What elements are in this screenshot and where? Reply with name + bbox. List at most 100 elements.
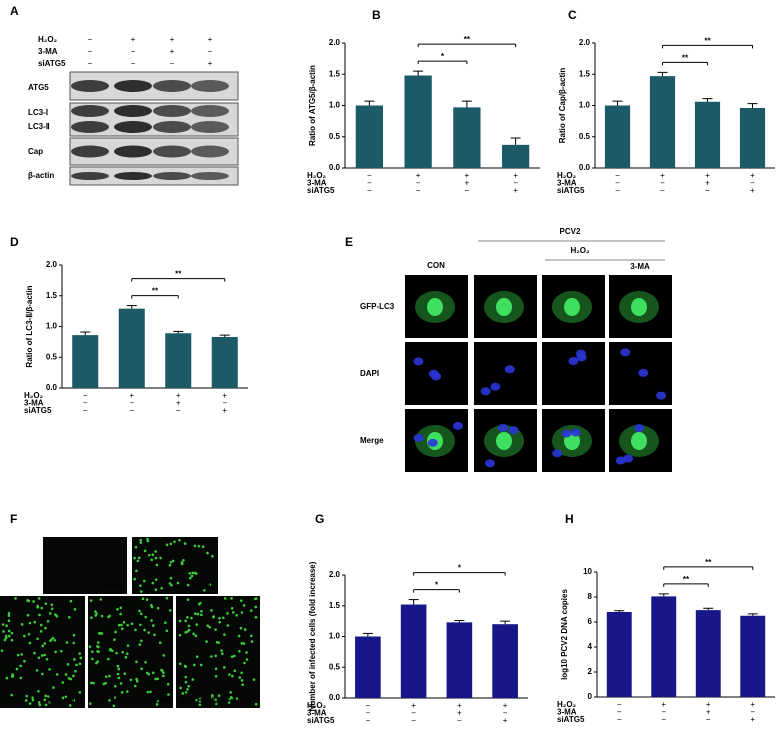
infected-cell (233, 669, 237, 673)
image-caption: PCV2 (194, 582, 215, 591)
infected-cell (96, 645, 99, 648)
infected-cell (51, 636, 55, 640)
infected-cell (122, 620, 126, 624)
infected-cell (146, 539, 150, 543)
infected-cell (32, 600, 35, 603)
y-tick-label: 1.5 (46, 291, 58, 300)
bar (606, 612, 632, 697)
infected-cell (119, 682, 123, 685)
infected-cell (114, 684, 117, 688)
infected-cell (44, 602, 48, 605)
infected-cell (165, 596, 169, 600)
infected-cell (75, 663, 78, 667)
blot-band (191, 145, 229, 158)
treatment-name: siATG5 (557, 715, 585, 724)
y-tick-label: 6 (588, 617, 593, 626)
infected-cell (250, 640, 254, 643)
treatment-sign: − (750, 708, 755, 717)
infected-cell (168, 563, 172, 567)
infected-cell (123, 672, 127, 675)
treatment-sign: − (88, 35, 93, 44)
infected-cell (186, 616, 189, 619)
infected-cell (229, 691, 232, 694)
infected-cell (179, 686, 182, 690)
y-tick-label: 2 (588, 667, 593, 676)
bar (72, 335, 99, 388)
infected-cell (155, 563, 159, 567)
infected-cell (91, 650, 94, 653)
infected-cell (133, 684, 137, 688)
infected-cell (194, 634, 198, 638)
treatment-sign: − (129, 399, 134, 408)
infected-cell (215, 640, 219, 644)
micro-image (474, 342, 537, 405)
infected-cell (24, 699, 28, 702)
infected-cell (113, 696, 117, 699)
nucleus (568, 357, 579, 366)
band-label: Cap (28, 147, 43, 156)
treatment-sign: + (465, 179, 470, 188)
infected-cell (237, 634, 241, 638)
treatment-sign: + (503, 716, 508, 725)
infected-cell (173, 540, 176, 544)
panel-label: B (372, 8, 381, 22)
y-tick-label: 2.0 (46, 260, 58, 269)
infected-cell (153, 633, 156, 637)
infected-cell (36, 606, 40, 609)
nucleus (504, 365, 515, 374)
treatment-name: H₂O₂ (307, 171, 327, 180)
infected-cell (171, 559, 175, 563)
infected-cell (150, 619, 153, 622)
infected-cell (158, 641, 162, 645)
infected-cell (113, 638, 116, 642)
nucleus (452, 421, 463, 430)
infected-cell (169, 576, 173, 580)
infection-image (43, 537, 127, 594)
infected-cell (191, 571, 195, 575)
significance: ** (152, 287, 159, 296)
treatment-sign: − (411, 709, 416, 718)
band-label: LC3-Ⅰ (28, 108, 48, 117)
infected-cell (143, 628, 146, 632)
infected-cell (156, 606, 160, 610)
treatment-sign: + (513, 171, 518, 180)
treatment-sign: + (750, 171, 755, 180)
bar (492, 624, 518, 698)
infected-cell (94, 610, 97, 613)
bar (740, 615, 766, 697)
cell-nucleus (496, 298, 512, 316)
nucleus (656, 391, 667, 400)
treatment-sign: − (750, 179, 755, 188)
y-tick-label: 0.5 (329, 132, 341, 141)
error-bar (612, 100, 623, 106)
infected-cell (23, 634, 26, 638)
infected-cell (120, 691, 124, 694)
band-label: ATG5 (28, 83, 49, 92)
infected-cell (211, 694, 214, 697)
nucleus (552, 449, 563, 458)
infected-cell (140, 667, 143, 671)
error-bar (461, 100, 472, 108)
error-bar (408, 599, 419, 605)
treatment-sign: − (367, 179, 372, 188)
treatment-name: 3-MA (557, 179, 577, 188)
infected-cell (61, 681, 65, 684)
infected-cell (145, 598, 149, 601)
bar (604, 105, 631, 168)
nucleus (570, 428, 581, 437)
treatment-sign: + (706, 700, 711, 709)
treatment-sign: − (465, 186, 470, 195)
error-bar (413, 70, 424, 76)
infected-cell (125, 652, 129, 656)
treatment-name: siATG5 (557, 186, 585, 195)
infected-cell (218, 620, 222, 624)
infected-cell (190, 574, 194, 578)
infected-cell (249, 634, 253, 638)
infected-cell (37, 656, 41, 660)
infected-cell (37, 690, 40, 693)
treatment-sign: − (617, 715, 622, 724)
infected-cell (210, 609, 213, 612)
y-axis-label: Ratio of LC3-Ⅱ/β-actin (25, 285, 34, 367)
infected-cell (168, 582, 172, 585)
blot-band (114, 105, 152, 117)
